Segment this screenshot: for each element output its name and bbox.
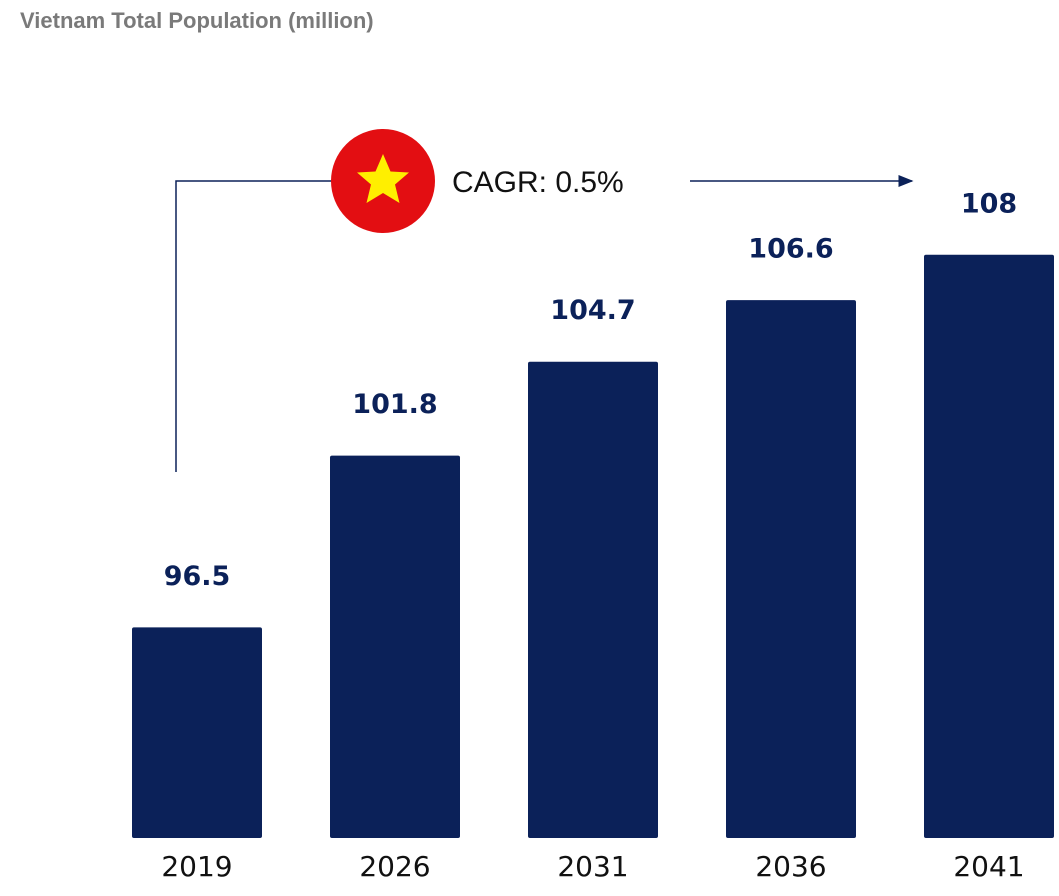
data-label: 96.5 [164, 561, 231, 592]
x-tick-label: 2041 [953, 850, 1024, 883]
bar [330, 455, 460, 838]
cagr-connector [175, 180, 335, 472]
x-tick-label: 2019 [161, 850, 232, 883]
bar [132, 627, 262, 838]
data-label: 104.7 [550, 295, 635, 326]
data-label: 108 [961, 188, 1017, 219]
annotation: CAGR: 0.5% [452, 166, 624, 199]
data-label: 101.8 [352, 389, 437, 420]
bar [924, 254, 1054, 839]
x-tick-label: 2026 [359, 850, 430, 883]
data-label: 106.6 [748, 234, 833, 265]
flag-star [357, 154, 409, 203]
bar [726, 300, 856, 838]
x-tick-label: 2036 [755, 850, 826, 883]
x-tick-label: 2031 [557, 850, 628, 883]
bar [528, 361, 658, 838]
chart-title: Vietnam Total Population (million) [20, 8, 374, 33]
